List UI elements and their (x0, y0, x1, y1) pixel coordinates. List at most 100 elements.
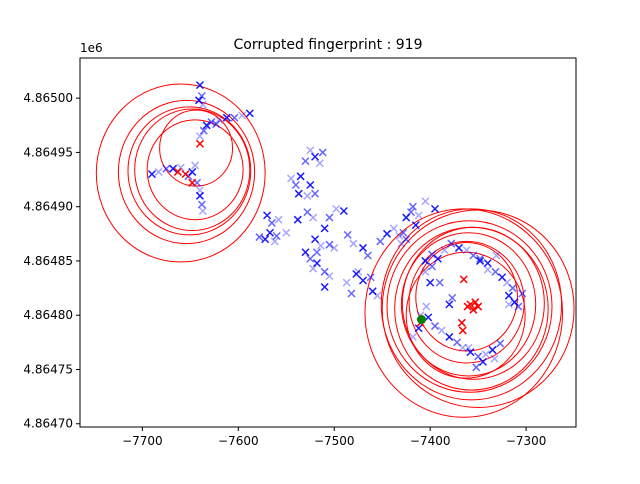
green-point (417, 315, 427, 325)
blue-point (272, 231, 281, 241)
blue-point (265, 228, 274, 237)
green-point-layer (417, 315, 427, 325)
blue-point (270, 237, 279, 246)
blue-point (483, 259, 492, 268)
confidence-ellipse (394, 226, 549, 391)
blue-point (320, 267, 329, 276)
plot-area (95, 81, 575, 418)
blue-point (421, 256, 430, 265)
blue-point (176, 163, 185, 172)
blue-point (162, 164, 171, 173)
red-point (458, 326, 467, 335)
blue-point (287, 174, 296, 183)
blue-point (508, 284, 517, 293)
blue-point (433, 254, 442, 263)
blue-point (267, 218, 276, 227)
blue-point (293, 215, 302, 224)
blue-point (197, 200, 206, 209)
blue-point (274, 215, 283, 224)
blue-point (320, 282, 329, 292)
confidence-ellipse (159, 109, 234, 187)
blue-point (466, 348, 475, 357)
blue-point (303, 191, 312, 200)
blue-point (191, 161, 200, 170)
red-point (188, 178, 197, 187)
blue-point (514, 302, 523, 311)
blue-point (389, 224, 398, 233)
confidence-ellipse (400, 232, 537, 377)
blue-point (440, 246, 449, 255)
y-tick-label: 4.86495 (23, 145, 73, 159)
blue-point (306, 180, 315, 190)
blue-point (207, 118, 216, 127)
blue-point (343, 230, 352, 239)
blue-point (402, 235, 411, 244)
blue-point (282, 228, 291, 237)
blue-point (504, 300, 513, 309)
blue-point (312, 248, 321, 257)
blue-point (472, 363, 481, 372)
blue-point (301, 248, 310, 257)
x-tick-label: −7400 (410, 434, 451, 448)
red-point (173, 167, 182, 176)
blue-point (421, 267, 430, 276)
blue-point (414, 324, 423, 333)
blue-point (435, 278, 444, 287)
y-tick-label: 4.86485 (23, 254, 73, 268)
blue-point (399, 228, 408, 237)
blue-point (395, 231, 404, 241)
blue-point (261, 235, 270, 244)
confidence-ellipse (117, 99, 256, 245)
blue-point (430, 322, 440, 331)
blue-point (311, 189, 320, 198)
blue-point (315, 159, 324, 168)
blue-point (428, 262, 437, 271)
blue-point (291, 180, 300, 190)
y-tick-label: 4.86470 (23, 417, 73, 431)
blue-point (296, 172, 305, 181)
confidence-ellipse (364, 208, 564, 418)
blue-point (421, 197, 430, 206)
blue-point (306, 254, 315, 263)
confidence-ellipse (415, 242, 518, 352)
blue-point (347, 289, 356, 298)
blue-point (309, 264, 318, 273)
blue-point (478, 357, 487, 366)
blue-point (453, 338, 462, 347)
blue-point (437, 326, 446, 335)
chart-title: Corrupted fingerprint : 919 (234, 37, 423, 53)
blue-point (490, 354, 499, 363)
blue-point (363, 251, 372, 260)
blue-point (195, 132, 204, 141)
blue-point (382, 229, 392, 238)
blue-point (518, 289, 527, 298)
blue-point (408, 202, 417, 211)
blue-point (332, 204, 341, 213)
blue-point (195, 191, 204, 200)
red-point (459, 275, 468, 284)
blue-point (358, 276, 368, 285)
blue-point (312, 259, 321, 268)
blue-point (301, 157, 310, 166)
blue-point (481, 350, 490, 359)
blue-point (448, 293, 457, 302)
blue-point (245, 109, 254, 118)
blue-point (445, 300, 454, 309)
confidence-ellipse (405, 251, 526, 379)
blue-point (320, 224, 329, 233)
red-point (457, 318, 466, 327)
blue-point (483, 265, 492, 274)
blue-point (469, 251, 478, 260)
y-axis: 4.86470 4.86475 4.86480 4.86485 4.86490 4.864… (23, 91, 80, 431)
blue-point (330, 243, 339, 252)
blue-point (212, 120, 221, 129)
blue-point (458, 343, 467, 352)
blue-point (255, 233, 264, 242)
blue-point (311, 152, 320, 161)
blue-point (414, 211, 423, 220)
blue-point (426, 278, 435, 287)
blue-point (169, 164, 178, 173)
